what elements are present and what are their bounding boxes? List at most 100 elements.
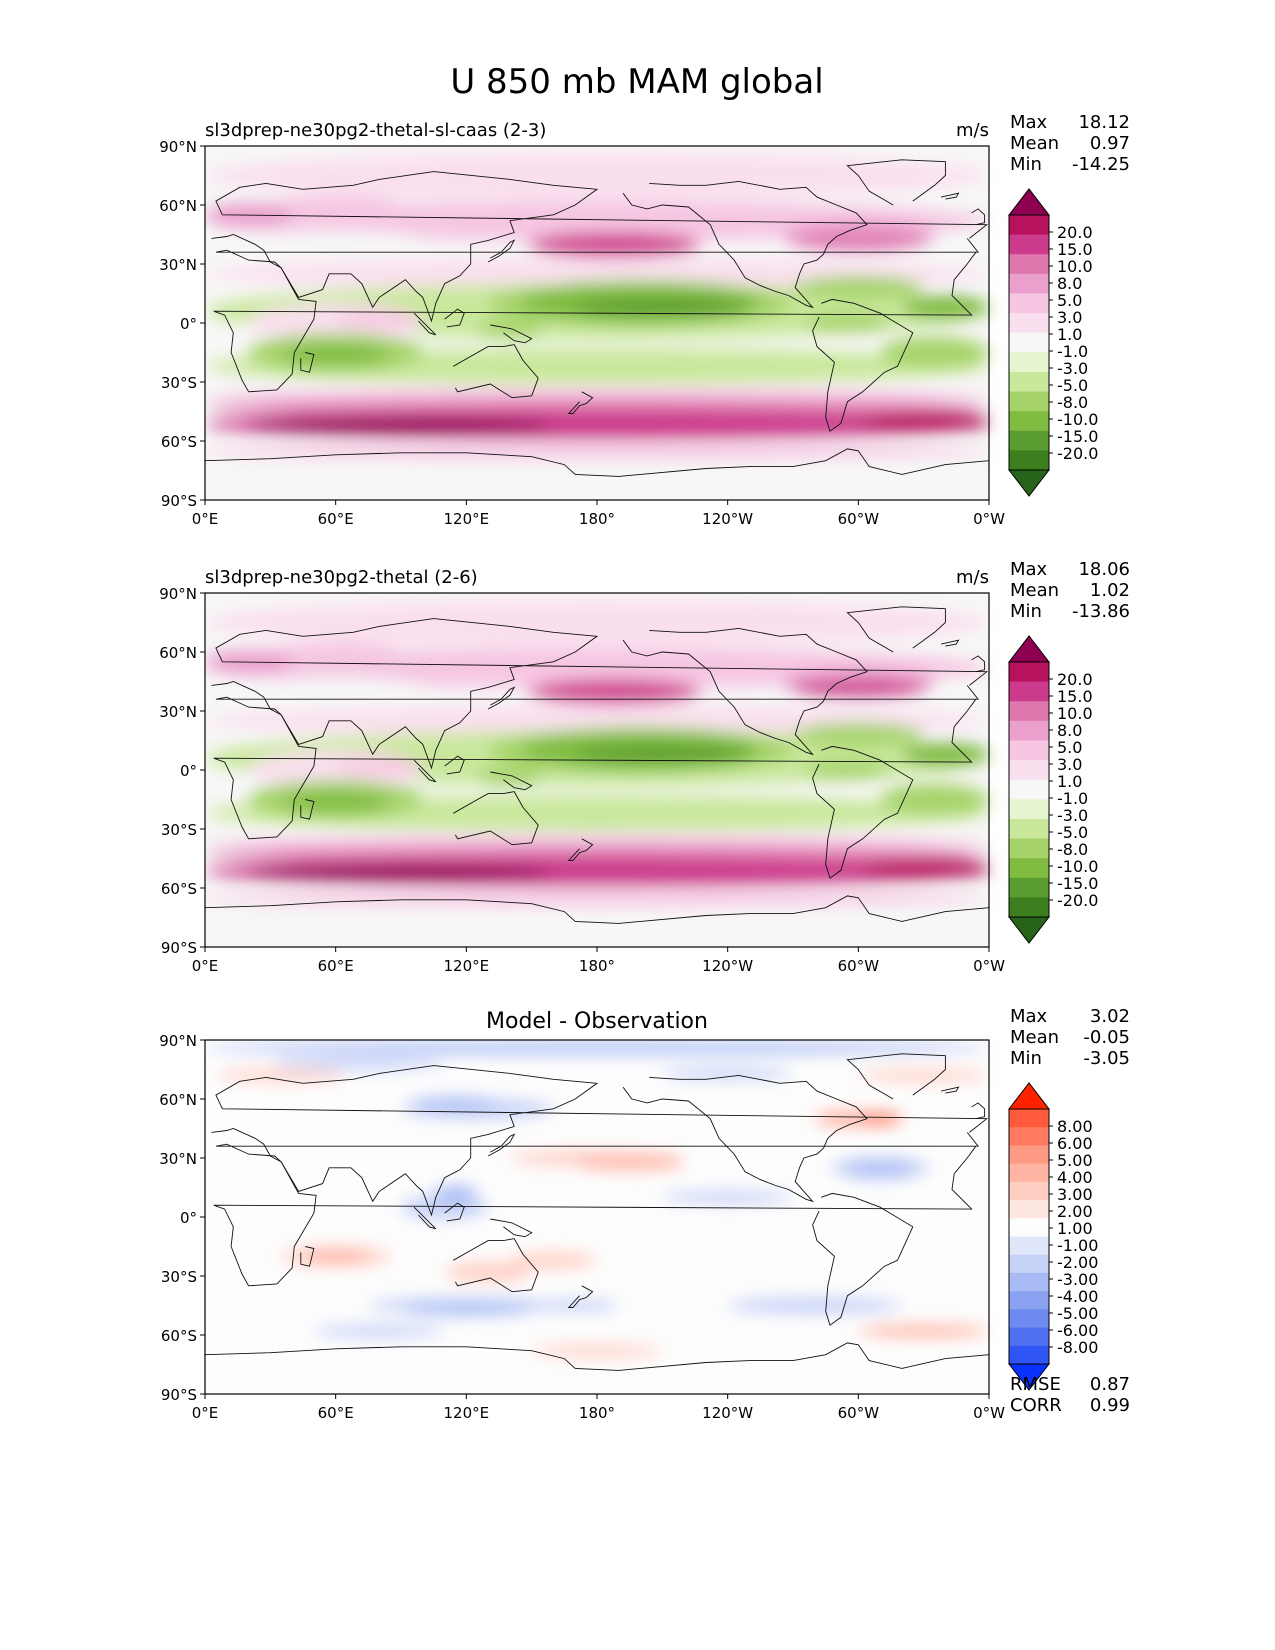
colorbar-swatch	[1009, 877, 1049, 898]
coastline	[812, 745, 914, 879]
x-tick-label: 120°W	[702, 957, 753, 975]
coastline	[213, 685, 980, 840]
field-region	[205, 705, 989, 737]
field-region	[538, 683, 691, 700]
colorbar-tick-label: 5.0	[1057, 738, 1082, 757]
y-tick-label: 90°S	[161, 939, 197, 957]
stat-label: Min	[1010, 601, 1042, 622]
coastline	[444, 755, 465, 775]
colorbar-tick-label: -8.0	[1057, 393, 1088, 412]
colorbar-swatch	[1009, 273, 1049, 295]
field-region	[847, 1163, 913, 1176]
field-region	[880, 336, 989, 369]
colorbar-swatch	[1009, 760, 1049, 781]
colorbar-tick-label: 6.00	[1057, 1134, 1093, 1153]
coastline	[205, 448, 990, 477]
stat-label: Max	[1010, 112, 1048, 133]
coastline	[812, 1192, 914, 1326]
field-region	[401, 1303, 532, 1316]
map-area	[204, 1039, 990, 1395]
x-tick-label: 0°W	[973, 510, 1005, 528]
colorbar: 8.006.005.004.003.002.001.00-1.00-2.00-3…	[1007, 1082, 1098, 1391]
coastline	[490, 1218, 533, 1238]
x-tick-label: 0°E	[192, 1404, 219, 1422]
coastline	[812, 298, 914, 432]
colorbar-tick-label: 5.00	[1057, 1151, 1093, 1170]
coastline	[846, 159, 946, 206]
field-region	[248, 864, 554, 881]
colorbar-tick-label: -20.0	[1057, 891, 1098, 910]
colorbar-swatch	[1009, 234, 1049, 255]
colorbar-tick-label: -8.00	[1057, 1338, 1098, 1357]
field-region	[205, 1041, 989, 1054]
colorbar-tick-label: 3.0	[1057, 755, 1082, 774]
colorbar-tick-label: -5.0	[1057, 376, 1088, 395]
field-region	[793, 722, 924, 747]
coastline	[211, 171, 989, 323]
colorbar-tick-label: 1.0	[1057, 772, 1082, 791]
colorbar-swatch	[1009, 1109, 1049, 1128]
field-region	[858, 858, 990, 879]
footer-stat-value: 0.87	[1090, 1374, 1130, 1395]
coastline	[971, 655, 986, 673]
x-tick-label: 180°	[579, 510, 615, 528]
y-tick-label: 30°S	[161, 1268, 197, 1286]
coastline	[490, 771, 533, 791]
colorbar-swatch	[1009, 1254, 1049, 1274]
colorbar-swatch	[1009, 450, 1049, 471]
field-region	[205, 442, 989, 459]
coastlines	[205, 606, 990, 924]
y-tick-label: 60°S	[161, 433, 197, 451]
colorbar-frame	[1008, 661, 1050, 918]
coastline	[300, 1246, 315, 1267]
coastline	[941, 1086, 960, 1094]
colorbar-swatch	[1009, 1345, 1049, 1365]
coastline	[453, 791, 539, 846]
coastline	[622, 180, 868, 309]
field-region	[538, 236, 691, 253]
stat-value: -13.86	[1072, 601, 1130, 622]
y-tick-label: 60°S	[161, 1327, 197, 1345]
coastline	[622, 627, 868, 756]
y-tick-label: 90°S	[161, 492, 197, 510]
y-tick-label: 30°S	[161, 374, 197, 392]
colorbar-swatch	[1009, 799, 1049, 820]
panel-reference: sl3dprep-ne30pg2-thetal (2-6) m/s 90°N 60°N…	[159, 559, 1130, 975]
coastline	[444, 308, 465, 328]
colorbar-tick-label: 10.0	[1057, 257, 1093, 276]
field-region	[270, 195, 401, 215]
y-tick-label: 90°N	[159, 1032, 197, 1050]
coastlines	[205, 159, 990, 477]
coastline	[487, 686, 516, 710]
colorbar-tick-label: 20.0	[1057, 223, 1093, 242]
coastline	[413, 312, 437, 336]
stat-label: Max	[1010, 559, 1048, 580]
colorbar-swatch	[1009, 215, 1049, 236]
y-tick-label: 60°N	[159, 1091, 197, 1109]
field-map	[205, 1040, 990, 1394]
colorbar-swatch	[1009, 1163, 1049, 1183]
stat-value: -0.05	[1083, 1027, 1130, 1048]
field-region	[205, 151, 989, 200]
coastline	[487, 1133, 516, 1157]
colorbar-tick-label: -1.00	[1057, 1236, 1098, 1255]
footer-stat-label: RMSE	[1010, 1374, 1061, 1395]
x-tick-label: 180°	[579, 957, 615, 975]
stat-label: Min	[1010, 1048, 1042, 1069]
map-background	[205, 1040, 989, 1394]
panel-title: Model - Observation	[486, 1009, 708, 1034]
colorbar-tick-label: 20.0	[1057, 670, 1093, 689]
coastline	[213, 1132, 980, 1287]
stat-value: 18.06	[1078, 559, 1130, 580]
colorbar-swatch	[1009, 293, 1049, 314]
stat-label: Mean	[1010, 580, 1059, 601]
field-region	[793, 232, 924, 249]
x-tick-label: 60°W	[838, 1404, 880, 1422]
colorbar-tick-label: -4.00	[1057, 1287, 1098, 1306]
colorbar-swatch	[1009, 1218, 1049, 1238]
field-region	[215, 1069, 347, 1082]
y-tick-label: 60°N	[159, 644, 197, 662]
colorbar-tick-label: -20.0	[1057, 444, 1098, 463]
footer-stat-value: 0.99	[1090, 1395, 1130, 1416]
